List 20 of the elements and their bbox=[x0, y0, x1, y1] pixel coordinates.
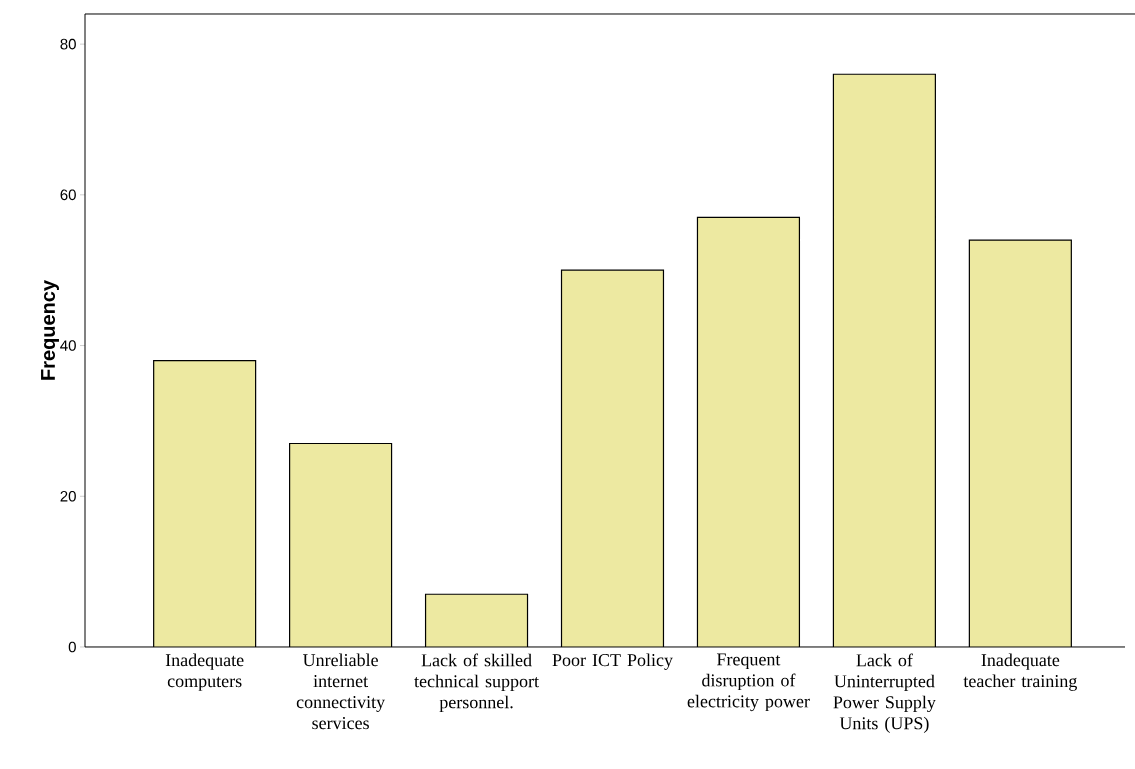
bar bbox=[697, 217, 800, 647]
x-tick-label: Lack of skilled technical support personnel. bbox=[414, 653, 539, 713]
x-tick-label: Inadequate computers bbox=[165, 653, 244, 691]
x-tick-label: Inadequate teacher training bbox=[963, 653, 1077, 691]
y-tick-label: 0 bbox=[68, 641, 76, 653]
x-tick-label: Lack of Uninterrupted Power Supply Units (UPS) bbox=[833, 653, 936, 734]
y-tick-label: 80 bbox=[60, 38, 76, 50]
bar bbox=[833, 74, 936, 647]
x-tick-label: Unreliable internet connectivity services bbox=[296, 653, 386, 730]
x-tick-label: Poor ICT Policy bbox=[552, 653, 673, 670]
y-tick-label: 20 bbox=[60, 490, 76, 502]
bar bbox=[289, 443, 392, 647]
bar bbox=[425, 594, 528, 647]
bar bbox=[153, 360, 256, 647]
y-axis-title: Frequency bbox=[41, 280, 59, 380]
y-tick-label: 60 bbox=[60, 189, 76, 201]
bar bbox=[561, 270, 664, 647]
bar bbox=[968, 239, 1072, 647]
x-tick-label: Frequent disruption of electricity power bbox=[687, 653, 810, 712]
y-tick-label: 40 bbox=[60, 340, 76, 351]
